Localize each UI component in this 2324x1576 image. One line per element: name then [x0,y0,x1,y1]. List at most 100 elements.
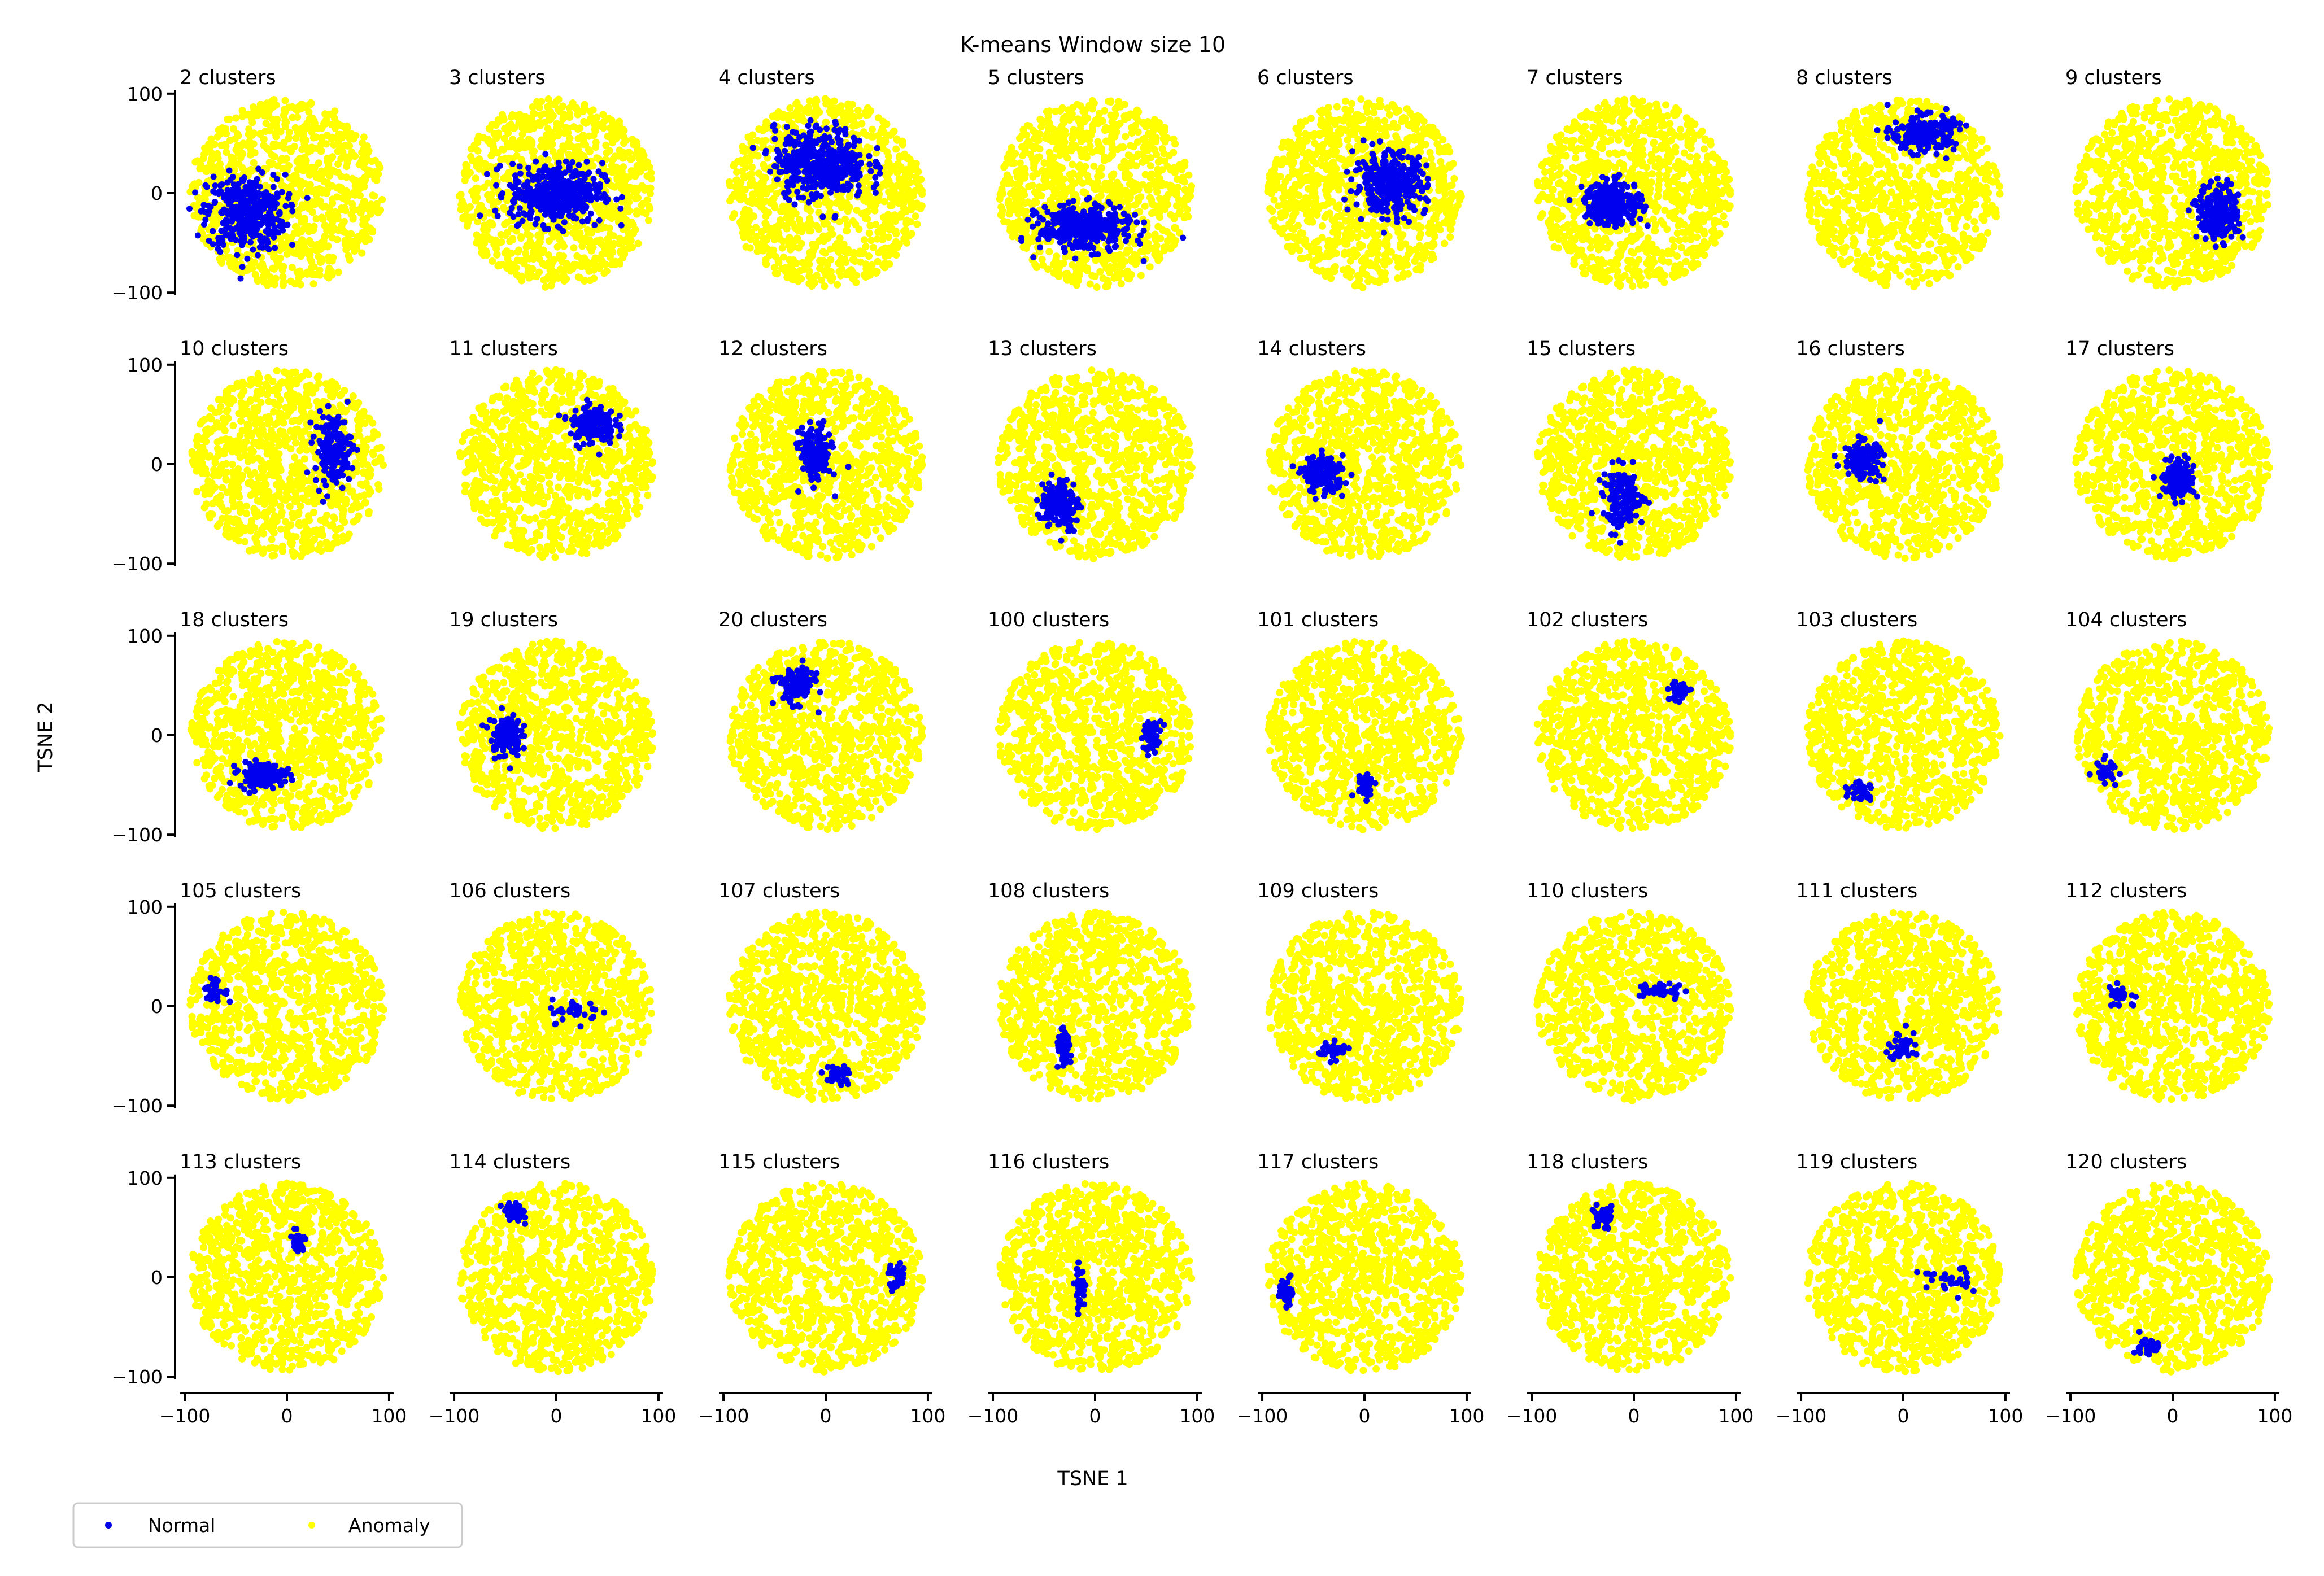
anomaly-point [282,123,289,130]
anomaly-point [623,216,630,224]
anomaly-point [306,116,313,123]
anomaly-point [317,246,324,253]
anomaly-point [255,111,263,118]
anomaly-point [640,152,648,159]
y-tick-label: 100 [127,83,163,105]
normal-point [289,208,295,215]
normal-point [206,238,212,244]
normal-point [497,163,503,169]
anomaly-point [460,214,467,221]
anomaly-point [537,111,544,119]
anomaly-point [258,265,265,273]
normal-point [572,207,578,213]
normal-point [557,204,563,210]
anomaly-point [289,264,296,271]
normal-point [252,190,259,196]
normal-point [272,245,278,251]
anomaly-point [587,260,594,267]
normal-point [535,174,541,181]
anomaly-point [609,139,616,146]
normal-point [588,211,594,217]
normal-point [566,165,573,171]
normal-point [238,195,244,201]
normal-point [542,225,548,232]
anomaly-point [319,189,326,197]
normal-point [279,189,285,195]
normal-point [551,199,557,205]
normal-point [557,193,564,199]
anomaly-point [346,256,354,264]
anomaly-point [462,161,469,168]
anomaly-point [613,131,620,138]
anomaly-point [502,250,509,257]
normal-point [226,219,232,225]
normal-point [237,212,243,218]
anomaly-point [565,263,572,270]
anomaly-point [361,229,368,236]
anomaly-point [586,236,593,243]
normal-point [591,176,597,182]
anomaly-point [597,240,604,247]
normal-point [591,222,598,228]
anomaly-point [487,197,495,204]
anomaly-point [521,144,529,151]
anomaly-point [494,251,501,258]
normal-point [239,177,245,183]
anomaly-point [586,268,593,275]
anomaly-point [362,222,369,229]
anomaly-point [223,149,230,156]
anomaly-point [285,103,293,111]
anomaly-point [472,185,479,192]
normal-point [223,194,229,200]
normal-point [224,180,230,186]
anomaly-point [592,139,600,146]
panel-title: 2 clusters [180,67,276,89]
anomaly-point [328,228,335,235]
anomaly-point [584,226,591,234]
normal-point [553,187,559,193]
anomaly-point [293,224,300,231]
normal-point [201,202,207,208]
anomaly-point [205,143,212,150]
normal-point [529,174,535,180]
anomaly-point [504,229,511,237]
anomaly-point [593,114,600,121]
anomaly-point [335,183,343,190]
normal-point [580,208,586,215]
normal-point [534,216,540,222]
normal-point [255,252,261,259]
anomaly-point [535,119,543,126]
anomaly-point [482,247,490,255]
anomaly-point [369,228,376,235]
anomaly-point [602,142,609,149]
anomaly-point [574,125,582,133]
anomaly-point [266,159,273,166]
normal-point [542,193,548,199]
normal-point [252,206,258,212]
anomaly-point [570,244,577,251]
anomaly-point [547,108,554,115]
anomaly-point [555,96,563,103]
anomaly-point [557,151,564,159]
normal-point [477,212,483,219]
anomaly-point [638,202,646,209]
anomaly-point [239,150,246,158]
normal-point [218,209,224,216]
anomaly-point [500,204,507,211]
normal-point [247,228,253,234]
anomaly-point [331,107,338,115]
normal-point [556,160,562,166]
anomaly-point [216,255,224,263]
normal-point [521,182,527,189]
normal-point [271,184,277,190]
normal-point [226,168,233,174]
normal-point [617,206,623,212]
normal-point [265,201,271,207]
anomaly-point [498,238,505,246]
anomaly-point [560,271,568,278]
anomaly-point [501,221,508,228]
normal-point [509,161,516,167]
anomaly-point [351,152,359,160]
anomaly-point [310,280,317,287]
anomaly-point [528,138,535,146]
